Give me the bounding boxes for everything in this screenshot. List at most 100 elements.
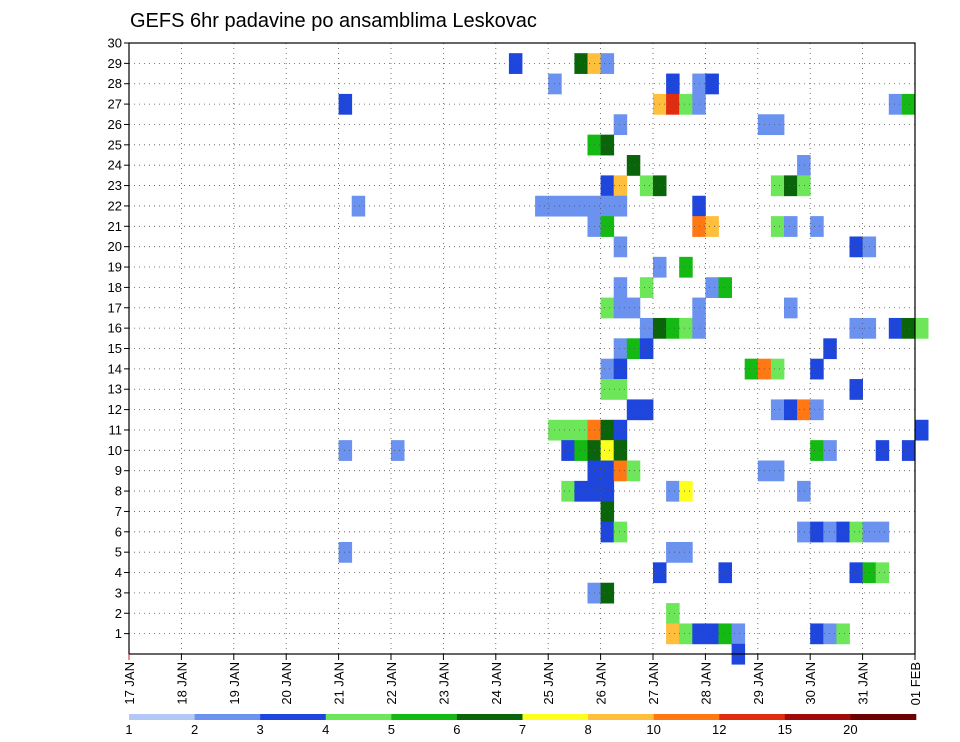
legend-swatch	[719, 714, 786, 720]
x-tick-label: 30 JAN	[803, 662, 818, 705]
y-axis: 1234567891011121314151617181920212223242…	[108, 36, 129, 641]
heatmap-cell	[626, 460, 641, 482]
legend-swatch	[325, 714, 392, 720]
heatmap-cell	[823, 521, 837, 543]
heatmap-cell	[770, 216, 785, 237]
heatmap-cell	[600, 175, 615, 197]
heatmap-cell	[888, 317, 903, 339]
heatmap-cell	[639, 175, 654, 197]
heatmap-cell	[613, 419, 628, 441]
x-tick-label: 22 JAN	[384, 662, 399, 705]
heatmap-cell	[613, 195, 628, 217]
legend-label: 20	[843, 722, 857, 737]
x-tick-label: 24 JAN	[489, 662, 504, 705]
heatmap-cell	[666, 480, 680, 502]
y-tick-label: 25	[108, 137, 122, 152]
heatmap-cell	[561, 195, 575, 217]
heatmap-cell	[797, 521, 811, 543]
heatmap-cell	[639, 277, 654, 298]
legend-label: 3	[257, 722, 264, 737]
heatmap-cell	[613, 236, 628, 258]
heatmap-cell	[600, 195, 615, 217]
heatmap-cell	[810, 399, 824, 421]
heatmap-cell	[613, 460, 628, 482]
heatmap-cell	[613, 358, 628, 380]
heatmap-cell	[600, 419, 615, 441]
heatmap-cell	[705, 623, 719, 645]
heatmap-cell	[679, 480, 693, 502]
heatmap-cell	[338, 541, 353, 563]
heatmap-cells	[338, 53, 929, 665]
heatmap-cell	[888, 93, 903, 115]
heatmap-cell	[901, 440, 916, 461]
heatmap-cell	[810, 440, 824, 461]
y-tick-label: 7	[115, 504, 122, 519]
y-tick-label: 28	[108, 76, 122, 91]
x-tick-label: 27 JAN	[646, 662, 661, 705]
heatmap-cell	[626, 297, 641, 319]
heatmap-cell	[613, 379, 628, 400]
heatmap-cell	[613, 175, 628, 197]
heatmap-cell	[666, 93, 680, 115]
heatmap-cell	[666, 623, 680, 645]
x-tick-label: 17 JAN	[122, 662, 137, 705]
heatmap-cell	[666, 603, 680, 624]
heatmap-cell	[574, 480, 588, 502]
y-tick-label: 21	[108, 219, 122, 234]
plot-frame	[128, 42, 916, 655]
legend-label: 7	[519, 722, 526, 737]
legend-label: 4	[322, 722, 329, 737]
heatmap-cell	[666, 73, 680, 95]
y-tick-label: 1	[115, 626, 122, 641]
heatmap-cell	[639, 317, 654, 339]
legend-swatch	[194, 714, 261, 720]
heatmap-cell	[561, 419, 575, 441]
heatmap-cell	[574, 419, 588, 441]
y-tick-label: 27	[108, 97, 122, 112]
chart-title: GEFS 6hr padavine po ansamblima Leskovac	[130, 10, 537, 32]
heatmap-cell	[535, 195, 549, 217]
heatmap-cell	[626, 338, 641, 360]
heatmap-cell	[901, 93, 916, 115]
heatmap-cell	[600, 480, 615, 502]
y-tick-label: 10	[108, 443, 122, 458]
heatmap-cell	[744, 358, 759, 380]
heatmap-cell	[679, 256, 693, 278]
y-tick-label: 22	[108, 198, 122, 213]
color-scale-legend: 1 2 3 4 5 6 7 8 10 12 15 20	[125, 714, 917, 737]
y-tick-label: 19	[108, 260, 122, 275]
heatmap-cell	[875, 521, 890, 543]
heatmap-cell	[561, 480, 575, 502]
heatmap-cell	[600, 134, 615, 156]
heatmap-cell	[797, 399, 811, 421]
y-tick-label: 16	[108, 321, 122, 336]
heatmap-cell	[836, 521, 850, 543]
x-tick-label: 21 JAN	[332, 662, 347, 705]
legend-label: 8	[584, 722, 591, 737]
heatmap-cell	[718, 623, 732, 645]
heatmap-cell	[679, 541, 693, 563]
heatmap-cell	[600, 379, 615, 400]
x-tick-label: 01 FEB	[908, 662, 923, 705]
legend-swatch	[260, 714, 327, 720]
heatmap-cell	[600, 582, 615, 604]
heatmap-cell	[901, 317, 916, 339]
heatmap-cell	[574, 440, 588, 461]
x-axis: 17 JAN 18 JAN 19 JAN 20 JAN 21 JAN 22 JAN 23 J…	[122, 654, 923, 705]
heatmap-cell	[810, 216, 824, 237]
heatmap-cell	[626, 155, 641, 176]
heatmap-cell	[849, 236, 863, 258]
x-tick-label: 29 JAN	[751, 662, 766, 705]
heatmap-cell	[849, 562, 863, 584]
y-tick-label: 26	[108, 117, 122, 132]
heatmap-cell	[915, 419, 929, 441]
heatmap-cell	[875, 562, 890, 584]
legend-swatch	[850, 714, 917, 720]
legend-label: 5	[388, 722, 395, 737]
heatmap-cell	[508, 53, 523, 74]
heatmap-cell	[784, 216, 798, 237]
legend-swatch	[784, 714, 851, 720]
y-tick-label: 20	[108, 239, 122, 254]
legend-swatch	[522, 714, 589, 720]
heatmap-cell	[391, 440, 405, 461]
